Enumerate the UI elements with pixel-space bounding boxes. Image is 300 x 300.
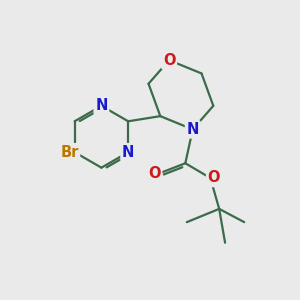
Text: N: N xyxy=(95,98,108,113)
Text: O: O xyxy=(208,170,220,185)
Text: N: N xyxy=(122,145,134,160)
Text: O: O xyxy=(163,53,175,68)
Text: O: O xyxy=(148,166,161,181)
Text: N: N xyxy=(187,122,199,137)
Text: Br: Br xyxy=(60,145,79,160)
